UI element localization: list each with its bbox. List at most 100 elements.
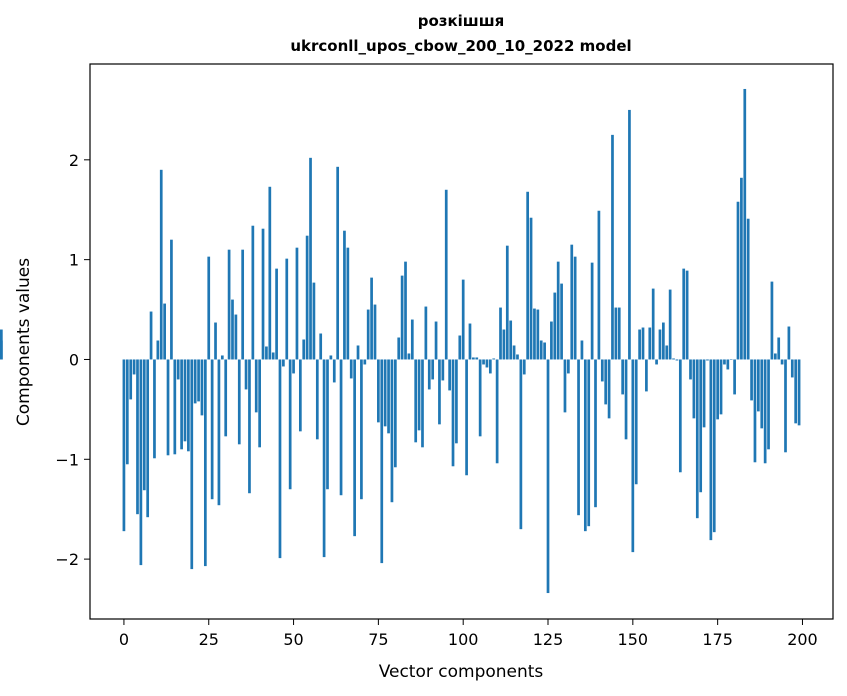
x-tick-label: 50: [283, 630, 303, 649]
chart-subtitle: ukrconll_upos_cbow_200_10_2022 model: [290, 37, 631, 55]
bar: [387, 359, 390, 434]
bar: [153, 359, 156, 459]
bar: [458, 335, 462, 360]
bar: [295, 247, 299, 360]
bar: [275, 268, 278, 360]
bar: [271, 352, 275, 360]
bar: [533, 308, 536, 360]
x-tick-label: 75: [368, 630, 388, 649]
bar: [410, 319, 414, 360]
bar: [492, 358, 496, 360]
bar: [763, 359, 767, 464]
bar: [546, 359, 550, 594]
bar: [594, 359, 597, 508]
bar: [567, 359, 570, 374]
bar: [512, 345, 516, 360]
bar: [631, 359, 635, 553]
bar: [163, 303, 166, 360]
bar: [377, 359, 380, 423]
y-tick-label: 1: [69, 251, 79, 270]
bar: [550, 321, 553, 360]
bar: [794, 359, 798, 424]
bar: [611, 134, 614, 360]
bar: [441, 359, 445, 381]
bar: [136, 359, 139, 515]
bar: [339, 359, 343, 496]
bar: [197, 359, 200, 402]
bar: [356, 345, 360, 360]
bar: [634, 359, 638, 485]
y-axis-label: Components values: [14, 258, 34, 426]
bar: [224, 359, 228, 437]
bar: [600, 359, 604, 382]
bar: [485, 359, 489, 368]
bar: [125, 359, 129, 465]
bar: [210, 359, 214, 500]
bar: [624, 359, 628, 440]
bar: [139, 359, 143, 566]
bar: [733, 359, 736, 395]
bar: [234, 314, 238, 360]
bar: [203, 359, 207, 567]
bar: [597, 210, 601, 360]
bar: [522, 359, 526, 375]
bar: [740, 177, 743, 360]
bar: [0, 329, 3, 360]
bar: [573, 256, 577, 360]
bar: [488, 359, 492, 374]
bar: [695, 359, 699, 519]
bar: [332, 359, 336, 383]
bar: [315, 359, 319, 440]
y-tick-label: 2: [69, 151, 79, 170]
bar: [156, 340, 160, 360]
bar: [529, 217, 533, 360]
bar: [750, 359, 753, 401]
bar: [237, 359, 241, 445]
bar: [373, 304, 377, 360]
bar: [448, 359, 451, 391]
bar: [146, 359, 150, 518]
bar: [217, 359, 221, 506]
bar: [760, 359, 764, 429]
bar: [380, 359, 384, 564]
bar: [465, 359, 468, 476]
y-axis-ticks: −2 −1 0 1 2: [55, 151, 90, 569]
bar: [183, 359, 187, 442]
bar: [397, 337, 401, 360]
bar: [166, 359, 170, 456]
bar: [336, 166, 340, 360]
bar: [200, 359, 204, 416]
bar: [475, 357, 479, 360]
bar: [309, 157, 312, 360]
bar: [455, 359, 458, 444]
bar: [434, 321, 438, 360]
x-axis-label: Vector components: [379, 662, 544, 682]
bar: [641, 327, 645, 360]
bar: [665, 345, 669, 360]
bar: [421, 359, 424, 448]
bar: [587, 359, 591, 527]
bars-group: [0, 88, 801, 594]
bar: [370, 277, 373, 360]
bar: [536, 309, 540, 360]
bar: [414, 359, 418, 443]
bar: [662, 322, 665, 360]
bar: [193, 359, 197, 404]
chart-title: розкішшя: [418, 12, 505, 30]
bar: [214, 322, 217, 360]
bar: [729, 359, 733, 360]
y-tick-label: −2: [55, 550, 79, 569]
bar: [220, 355, 224, 360]
x-tick-label: 200: [787, 630, 818, 649]
bar: [227, 249, 231, 360]
x-tick-label: 125: [533, 630, 564, 649]
bar: [516, 354, 519, 360]
bar: [773, 353, 777, 360]
bar: [787, 326, 791, 360]
bar: [726, 359, 730, 370]
bar: [607, 359, 611, 419]
bar: [777, 337, 781, 360]
bar: [797, 359, 801, 426]
bar: [285, 258, 289, 360]
bar: [628, 109, 631, 360]
